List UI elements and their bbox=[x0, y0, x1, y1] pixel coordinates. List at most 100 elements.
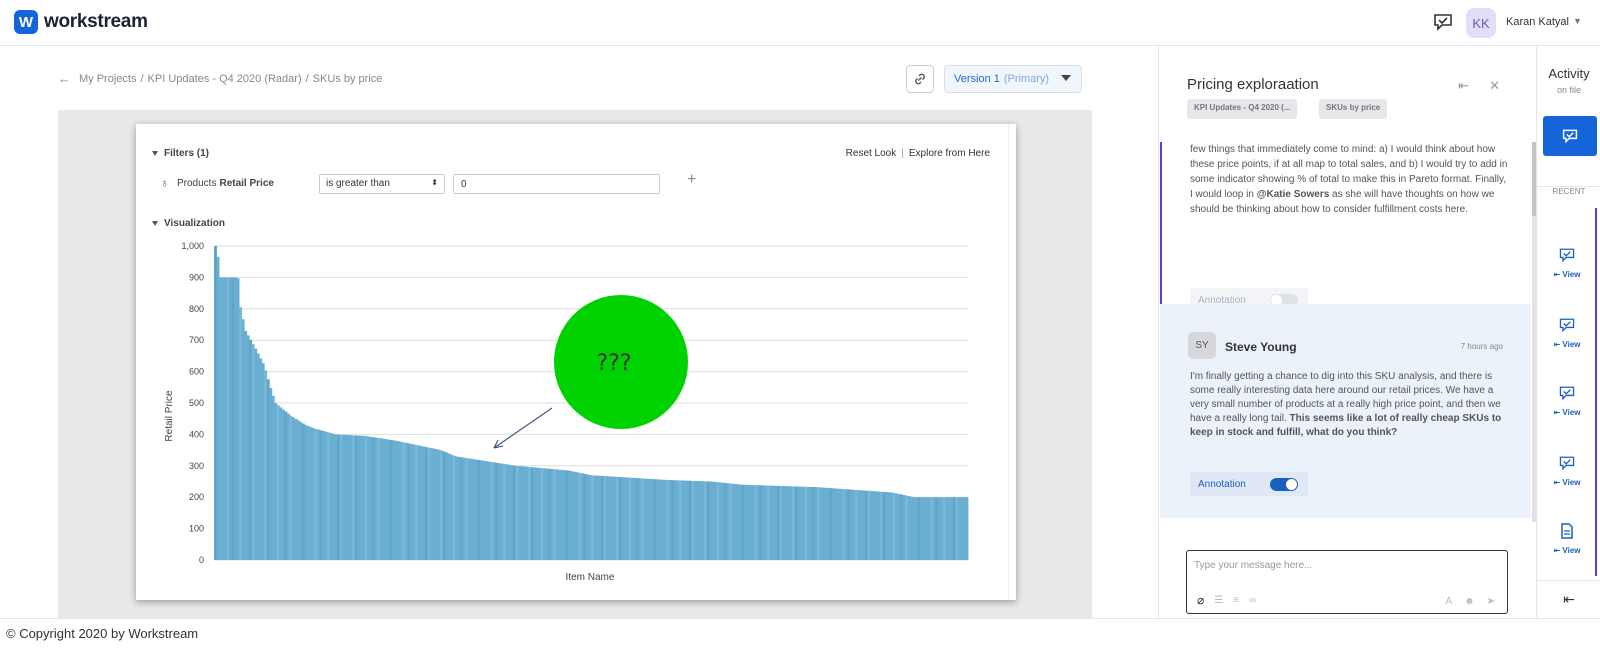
chart-bar[interactable] bbox=[374, 437, 378, 560]
attach-icon[interactable]: ⌀ bbox=[1197, 593, 1205, 607]
chart-bar[interactable] bbox=[754, 485, 758, 560]
breadcrumb-item[interactable]: My Projects bbox=[79, 73, 137, 85]
chart-bar[interactable] bbox=[560, 469, 564, 560]
chart-bar[interactable] bbox=[691, 480, 695, 560]
chart-bar[interactable] bbox=[568, 470, 572, 560]
chart-bar[interactable] bbox=[794, 486, 798, 560]
chart-bar[interactable] bbox=[261, 363, 265, 560]
chart-bar[interactable] bbox=[234, 277, 238, 560]
chart-bar[interactable] bbox=[804, 486, 808, 560]
chart-bar[interactable] bbox=[606, 476, 609, 560]
breadcrumb-item[interactable]: KPI Updates - Q4 2020 (Radar) bbox=[147, 73, 302, 85]
chart-bar[interactable] bbox=[897, 494, 901, 560]
chart-bar[interactable] bbox=[915, 497, 919, 560]
chart-bar[interactable] bbox=[467, 458, 471, 560]
chart-bar[interactable] bbox=[447, 453, 451, 560]
add-filter-icon[interactable]: + bbox=[687, 171, 697, 188]
chart-bar[interactable] bbox=[523, 466, 527, 560]
chart-bar[interactable] bbox=[771, 485, 775, 560]
chart-bar[interactable] bbox=[598, 475, 602, 560]
chart-bar[interactable] bbox=[618, 477, 622, 560]
chart-bar[interactable] bbox=[352, 435, 356, 560]
chart-bar[interactable] bbox=[264, 370, 268, 560]
chart-bar[interactable] bbox=[394, 440, 398, 560]
chart-bar[interactable] bbox=[827, 488, 831, 560]
chart-bar[interactable] bbox=[289, 415, 293, 560]
chart-bar[interactable] bbox=[364, 436, 368, 560]
recent-item[interactable]: ⇤ View bbox=[1537, 246, 1597, 279]
chart-bar[interactable] bbox=[256, 353, 260, 560]
chart-bar[interactable] bbox=[857, 490, 861, 560]
chart-bar[interactable] bbox=[641, 478, 645, 560]
copy-link-button[interactable] bbox=[906, 65, 934, 93]
chart-bar[interactable] bbox=[271, 395, 275, 560]
chart-bar[interactable] bbox=[877, 491, 881, 560]
chart-bar[interactable] bbox=[872, 491, 876, 560]
chart-bar[interactable] bbox=[787, 486, 790, 560]
chart-bar[interactable] bbox=[347, 435, 351, 560]
chart-bar[interactable] bbox=[875, 491, 878, 560]
chart-bar[interactable] bbox=[663, 479, 667, 560]
chart-bar[interactable] bbox=[420, 446, 423, 560]
chart-bar[interactable] bbox=[410, 443, 413, 560]
chart-bar[interactable] bbox=[824, 487, 828, 560]
chart-bar[interactable] bbox=[661, 479, 665, 560]
chart-bar[interactable] bbox=[812, 487, 816, 560]
chart-bar[interactable] bbox=[286, 413, 290, 560]
chart-bar[interactable] bbox=[749, 484, 753, 560]
chart-bar[interactable] bbox=[342, 434, 346, 560]
chart-bar[interactable] bbox=[334, 434, 338, 560]
chart-bar[interactable] bbox=[498, 463, 501, 560]
chart-bar[interactable] bbox=[359, 435, 363, 560]
chart-bar[interactable] bbox=[553, 469, 557, 560]
chart-bar[interactable] bbox=[709, 481, 713, 560]
chart-bar[interactable] bbox=[950, 497, 954, 560]
chart-bar[interactable] bbox=[807, 486, 811, 560]
chart-bar[interactable] bbox=[849, 489, 853, 560]
chart-bar[interactable] bbox=[837, 488, 841, 560]
chart-bar[interactable] bbox=[844, 489, 848, 560]
chart-bar[interactable] bbox=[417, 445, 421, 560]
chart-bar[interactable] bbox=[912, 497, 916, 560]
chart-bar[interactable] bbox=[477, 460, 481, 560]
chart-bar[interactable] bbox=[736, 484, 740, 560]
chart-bar[interactable] bbox=[402, 442, 406, 560]
chart-bar[interactable] bbox=[485, 461, 489, 560]
active-thread-button[interactable] bbox=[1543, 116, 1597, 156]
chart-bar[interactable] bbox=[425, 447, 429, 560]
chart-bar[interactable] bbox=[306, 426, 310, 560]
chart-bar[interactable] bbox=[384, 439, 388, 560]
chart-bar[interactable] bbox=[580, 473, 584, 560]
chart-bar[interactable] bbox=[301, 423, 305, 560]
toggle-switch[interactable] bbox=[1270, 294, 1298, 307]
chart-bar[interactable] bbox=[643, 478, 647, 560]
chart-bar[interactable] bbox=[407, 443, 411, 560]
chart-bar[interactable] bbox=[457, 456, 461, 560]
chart-bar[interactable] bbox=[319, 430, 323, 560]
chart-bar[interactable] bbox=[530, 467, 534, 560]
chart-bar[interactable] bbox=[239, 307, 243, 560]
chart-bar[interactable] bbox=[445, 452, 449, 560]
chart-bar[interactable] bbox=[503, 463, 506, 560]
chart-bar[interactable] bbox=[683, 480, 687, 560]
chart-bar[interactable] bbox=[510, 465, 514, 560]
recent-item[interactable]: ⇤ View bbox=[1537, 316, 1597, 349]
annotation-toggle[interactable]: Annotation bbox=[1190, 472, 1308, 496]
chart-bar[interactable] bbox=[284, 411, 288, 560]
chart-bar[interactable] bbox=[746, 484, 750, 560]
chart-bar[interactable] bbox=[907, 496, 911, 560]
chart-bar[interactable] bbox=[832, 488, 836, 560]
chart-bar[interactable] bbox=[776, 485, 780, 560]
chart-bar[interactable] bbox=[462, 457, 466, 560]
chart-bar[interactable] bbox=[952, 497, 956, 560]
chart-bar[interactable] bbox=[751, 485, 755, 560]
chevron-down-icon[interactable]: ▼ bbox=[1573, 16, 1582, 26]
chart-bar[interactable] bbox=[231, 277, 235, 560]
chart-bar[interactable] bbox=[678, 480, 682, 560]
chart-bar[interactable] bbox=[249, 339, 253, 560]
chart-bar[interactable] bbox=[533, 467, 537, 560]
chart-bar[interactable] bbox=[867, 490, 871, 560]
chart-bar[interactable] bbox=[631, 477, 635, 560]
chart-bar[interactable] bbox=[558, 469, 562, 560]
chart-bar[interactable] bbox=[266, 379, 270, 560]
